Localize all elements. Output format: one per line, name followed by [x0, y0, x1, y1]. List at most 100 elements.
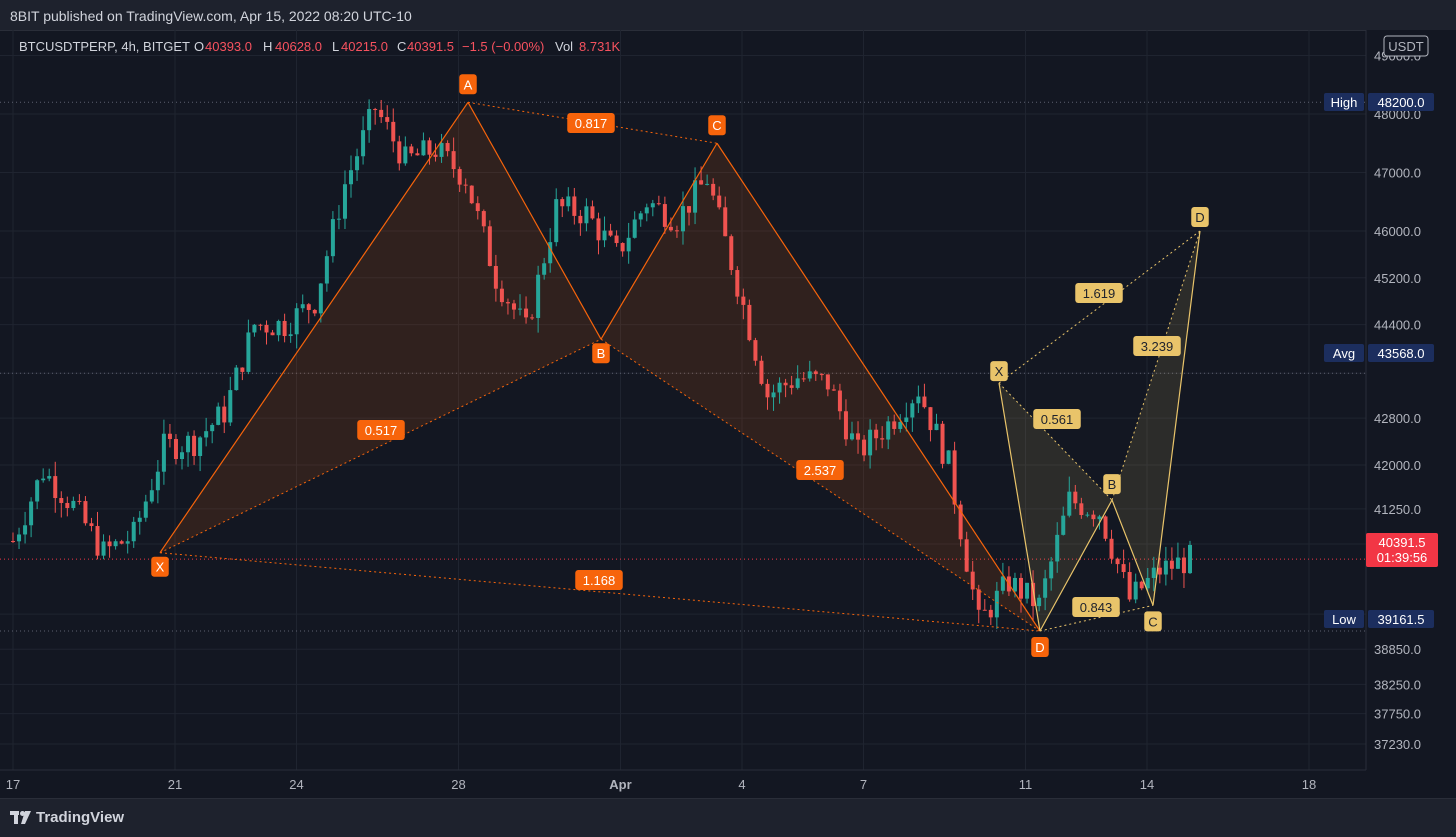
orange-point-c-text: C — [712, 118, 721, 133]
candle-body — [735, 270, 740, 297]
candle-body — [228, 390, 233, 423]
candle-body — [1151, 567, 1156, 578]
price-tick-label: 44400.0 — [1374, 318, 1421, 333]
candle-body — [1000, 576, 1005, 591]
candle-body — [1012, 577, 1017, 592]
candle-body — [578, 215, 583, 224]
yellow-ratio-bd-badge — [1133, 336, 1181, 356]
candle-body — [361, 130, 366, 157]
candle-body — [777, 382, 782, 393]
yellow-leg-AB — [1039, 499, 1113, 632]
candle-body — [874, 429, 879, 439]
candle-body — [457, 169, 462, 185]
yellow-bcd-fill — [1112, 230, 1200, 606]
candle-body — [397, 141, 402, 164]
candle-body — [1139, 581, 1144, 589]
candle-body — [789, 385, 794, 388]
candle-body — [614, 235, 619, 244]
candle-body — [518, 308, 523, 310]
yellow-xab-fill — [999, 383, 1112, 632]
candle-body — [294, 308, 299, 335]
candle-body — [1175, 557, 1180, 569]
candle-body — [590, 206, 595, 219]
candle-body — [687, 206, 692, 213]
yellow-ratio-line-AC — [1039, 604, 1154, 632]
yellow-point-c-text: C — [1148, 614, 1157, 629]
candle-body — [693, 180, 698, 213]
candle-body — [1055, 534, 1060, 562]
candle-body — [946, 450, 951, 464]
price-axis[interactable]: 49000.048000.047000.046000.045200.044400… — [1324, 30, 1456, 770]
yellow-ratio-line-BD — [1111, 230, 1201, 501]
candle-body — [306, 304, 311, 310]
time-tick-label: 11 — [1019, 777, 1033, 792]
candle-body — [113, 541, 118, 547]
candle-body — [626, 237, 631, 252]
candle-body — [1188, 544, 1192, 574]
candle-body — [71, 500, 76, 508]
candle-body — [421, 140, 426, 156]
avg-tag — [1324, 344, 1364, 362]
candle-body — [536, 274, 541, 318]
candle-body — [53, 476, 58, 499]
top-bar: 8BIT published on TradingView.com, Apr 1… — [0, 0, 1456, 31]
candle-body — [843, 411, 848, 440]
candle-body — [922, 396, 927, 408]
orange-leg-XA — [159, 101, 469, 554]
candle-body — [783, 382, 788, 386]
candle-body — [711, 183, 716, 196]
orange-ratio-ac-badge — [567, 113, 615, 133]
candle-body — [566, 196, 571, 207]
legend-high-value: 40628.0 — [275, 39, 322, 54]
candle-body — [475, 203, 480, 212]
price-chart[interactable]: X A B C D 0.817 0.517 2.537 1.168 X B C D 1.619 3.239 0… — [0, 30, 1456, 798]
tradingview-logo-icon[interactable] — [10, 810, 32, 826]
orange-bcd-fill — [601, 143, 1040, 632]
candle-body — [994, 590, 999, 618]
price-tick-label: 47000.0 — [1374, 165, 1421, 180]
candle-body — [1097, 516, 1102, 520]
orange-point-a-text: A — [464, 77, 473, 92]
yellow-ratio-line-XD — [998, 230, 1201, 384]
candle-body — [795, 378, 800, 388]
time-axis[interactable]: 17 21 24 28 Apr 4 7 11 14 18 — [0, 769, 1366, 792]
orange-point-b-text: B — [597, 346, 606, 361]
candle-body — [107, 541, 112, 547]
footer-bar: TradingView — [0, 798, 1456, 837]
orange-point-d-badge — [1031, 637, 1049, 658]
candle-body — [143, 501, 148, 518]
candle-body — [300, 304, 305, 309]
candle-body — [807, 371, 812, 379]
candle-body — [1103, 516, 1108, 539]
pattern-labels: X A B C D 0.817 0.517 2.537 1.168 X B C D 1.619 3.239 0… — [151, 74, 1209, 658]
bar-countdown: 01:39:56 — [1377, 550, 1428, 565]
candle-body — [819, 374, 824, 376]
candle-body — [741, 296, 746, 305]
candle-body — [1085, 514, 1090, 516]
yellow-ratio-ac-badge — [1072, 597, 1120, 617]
orange-ratio-xd-text: 1.168 — [583, 573, 616, 588]
candle-body — [373, 109, 378, 111]
candle-body — [1109, 538, 1114, 559]
time-tick-label: 21 — [168, 777, 182, 792]
candle-body — [65, 502, 70, 508]
price-tick-label: 41250.0 — [1374, 502, 1421, 517]
yellow-leg-BC — [1111, 499, 1154, 606]
avg-price-badge — [1368, 344, 1434, 362]
candle-body — [644, 207, 649, 214]
legend-close-value: 40391.5 — [407, 39, 454, 54]
yellow-leg-XA — [998, 382, 1041, 632]
candle-body — [234, 367, 239, 391]
candle-body — [493, 265, 498, 289]
orange-leg-BC — [600, 142, 718, 340]
candle-body — [723, 207, 728, 237]
high-price-badge — [1368, 93, 1434, 111]
tradingview-brand[interactable]: TradingView — [36, 809, 125, 826]
yellow-ratio-xd-text: 1.619 — [1083, 286, 1116, 301]
orange-point-b-badge — [592, 343, 610, 364]
candle-body — [137, 517, 142, 522]
legend-low-value: 40215.0 — [341, 39, 388, 54]
currency-button[interactable] — [1383, 35, 1429, 57]
candle-body — [1018, 577, 1023, 599]
candle-body — [596, 218, 601, 241]
